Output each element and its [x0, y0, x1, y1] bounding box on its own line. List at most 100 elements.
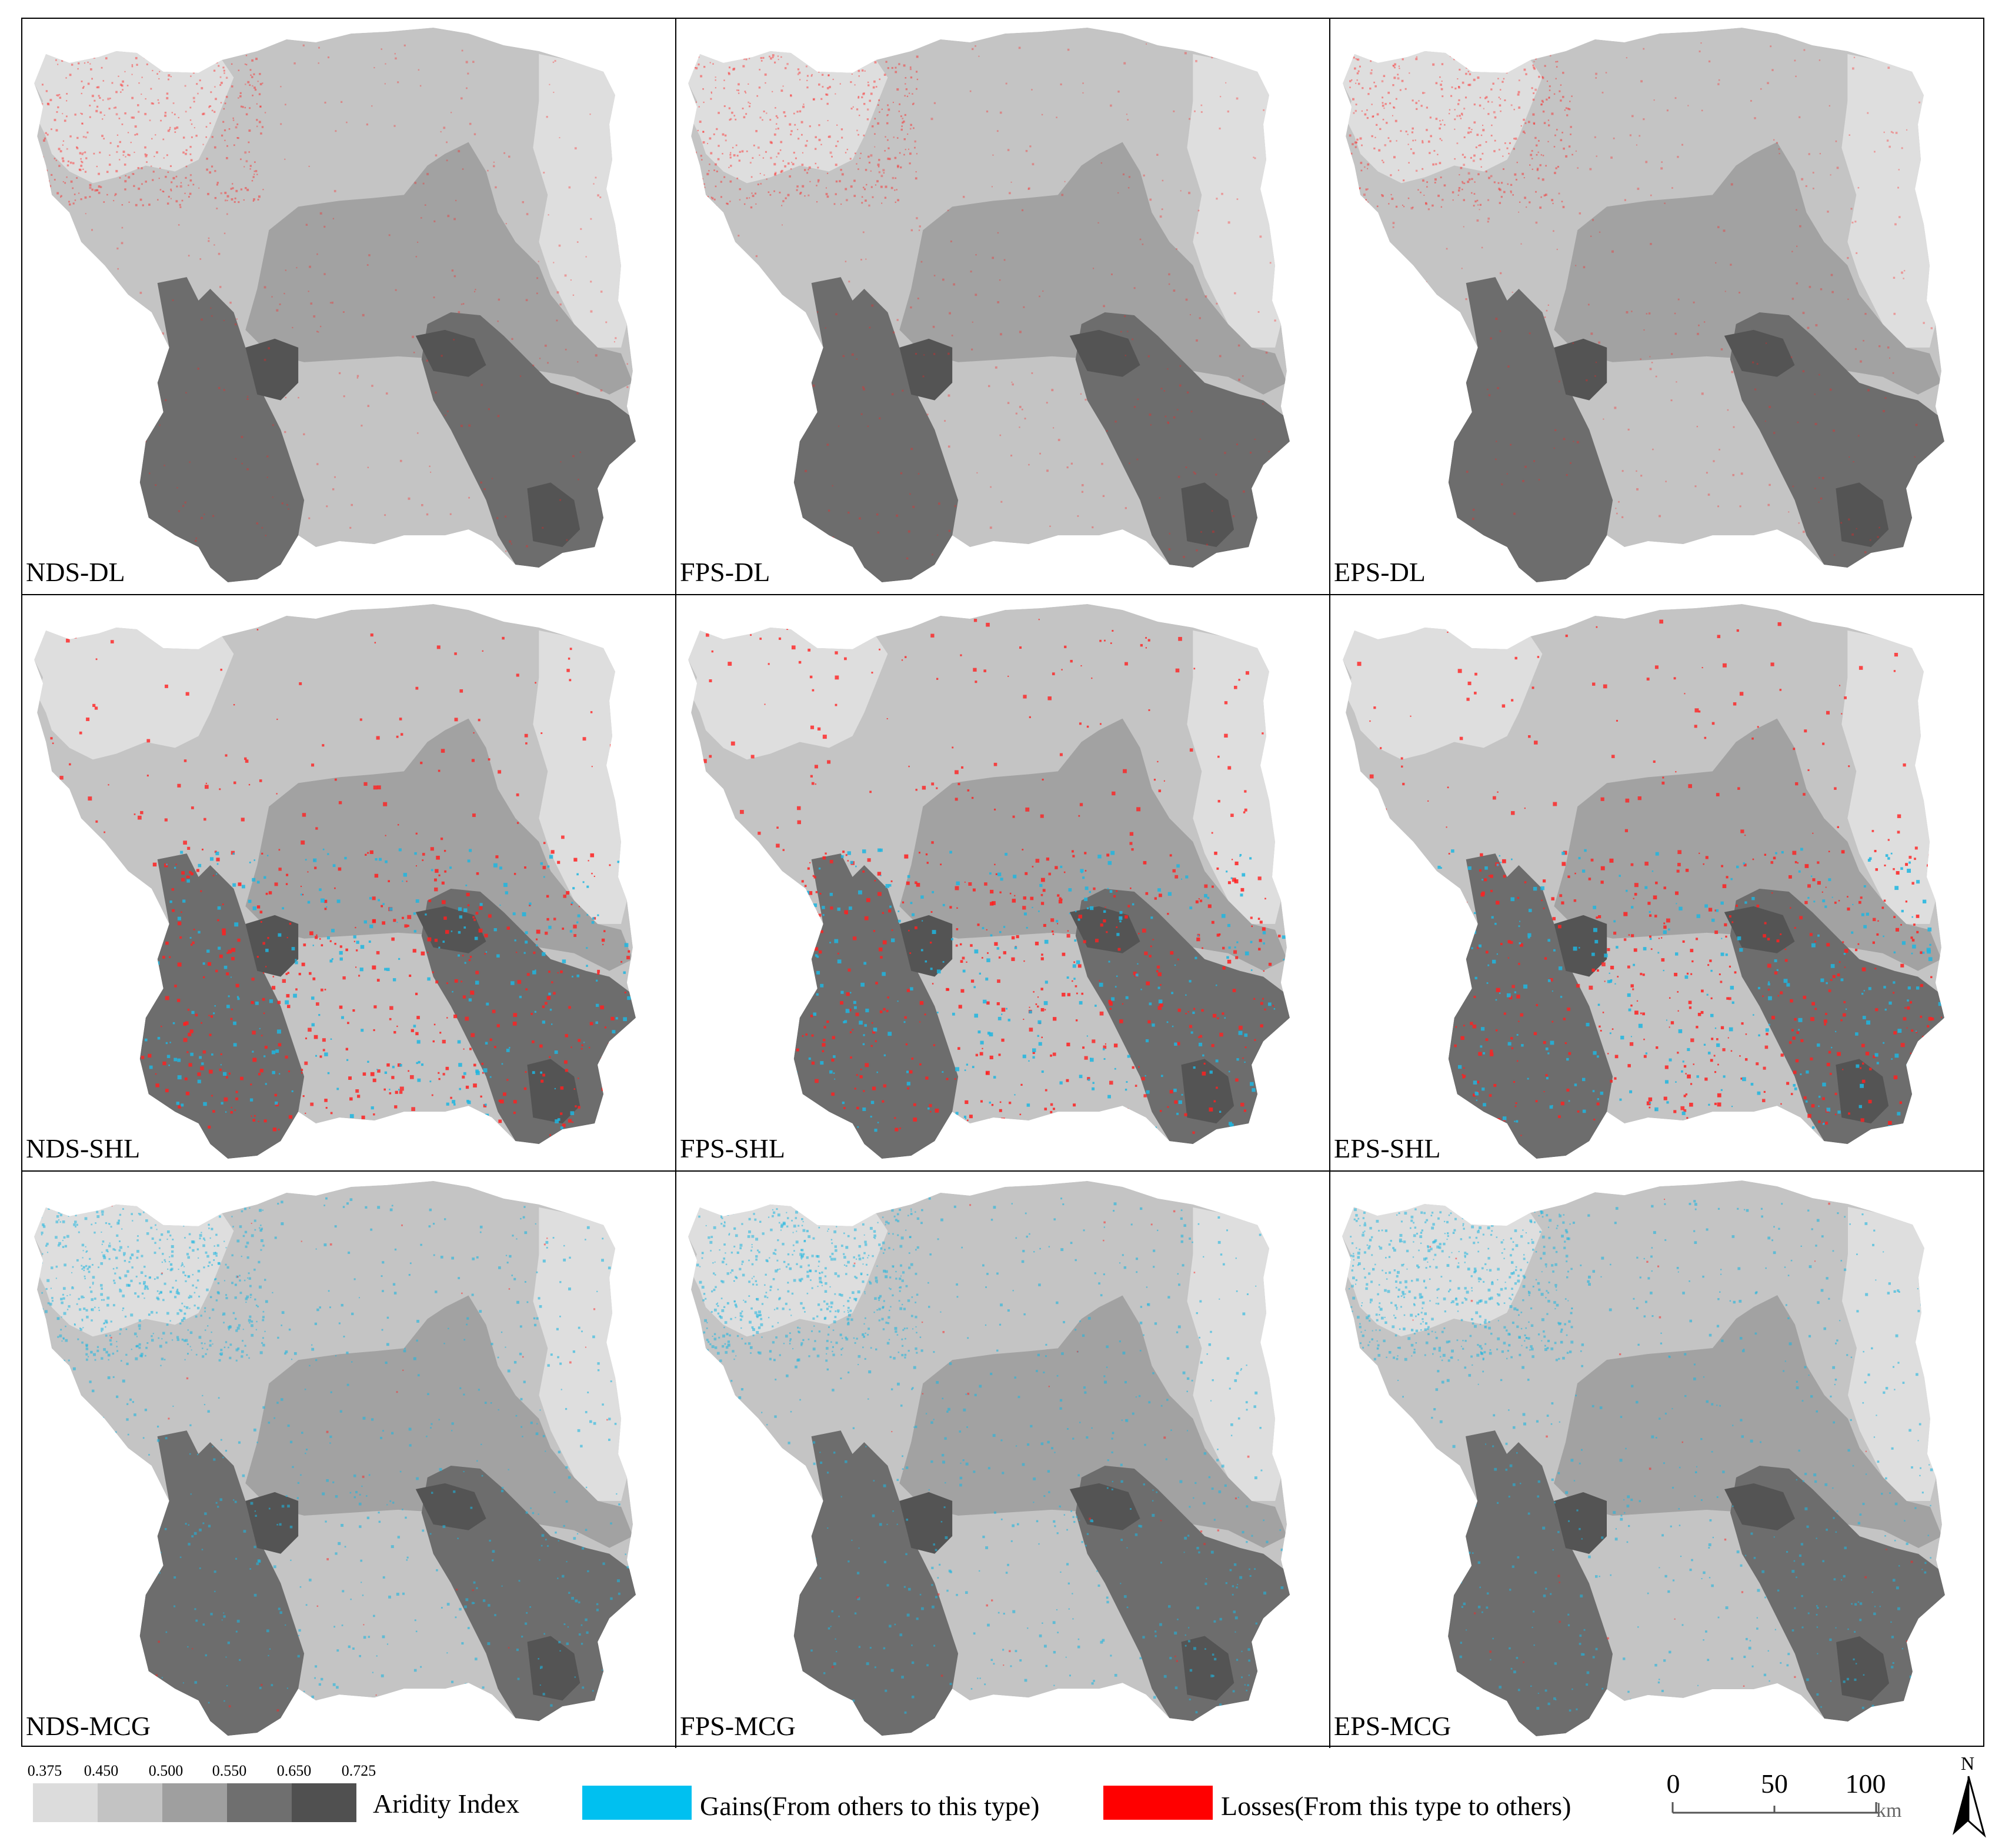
change-pixel [1559, 894, 1563, 898]
change-pixel [1901, 271, 1903, 274]
change-pixel [1520, 1135, 1522, 1136]
change-pixel [1426, 281, 1427, 283]
change-pixel [1007, 149, 1010, 151]
change-pixel [850, 108, 853, 110]
change-pixel [1015, 412, 1017, 415]
change-pixel [1804, 900, 1808, 905]
change-pixel [1112, 791, 1116, 796]
change-pixel [1533, 92, 1535, 94]
change-pixel [42, 924, 45, 928]
change-pixel [770, 1005, 775, 1009]
change-pixel [1123, 62, 1126, 65]
change-pixel [450, 1096, 452, 1099]
change-pixel [1232, 878, 1236, 882]
change-pixel [472, 916, 475, 919]
change-pixel [215, 969, 218, 973]
change-pixel [955, 886, 959, 890]
change-pixel [1499, 330, 1501, 332]
change-pixel [310, 302, 313, 305]
change-pixel [177, 783, 181, 788]
change-pixel [595, 1021, 598, 1024]
change-pixel [152, 69, 154, 72]
change-pixel [372, 919, 376, 923]
change-pixel [371, 105, 373, 107]
change-pixel [1574, 1083, 1577, 1086]
change-pixel [723, 812, 725, 814]
change-pixel [1211, 885, 1214, 888]
change-pixel [1138, 933, 1140, 935]
change-pixel [586, 914, 589, 916]
change-pixel [569, 930, 573, 933]
change-pixel [246, 398, 249, 400]
change-pixel [346, 1059, 349, 1061]
change-pixel [728, 72, 730, 75]
change-pixel [999, 931, 1002, 933]
change-pixel [915, 171, 917, 173]
change-pixel [770, 360, 773, 362]
change-pixel [1113, 1043, 1118, 1048]
change-pixel [812, 689, 815, 692]
change-pixel [1863, 339, 1864, 342]
change-pixel [1897, 814, 1901, 818]
change-pixel [1807, 884, 1811, 888]
change-pixel [1533, 460, 1536, 462]
change-pixel [798, 138, 800, 140]
change-pixel [187, 846, 191, 850]
change-pixel [62, 140, 65, 142]
change-pixel [1230, 813, 1234, 818]
change-pixel [1705, 856, 1709, 859]
change-pixel [1654, 665, 1659, 669]
change-pixel [1439, 120, 1441, 122]
change-pixel [1162, 179, 1164, 182]
change-pixel [1103, 919, 1106, 923]
change-pixel [935, 1108, 939, 1113]
change-pixel [1558, 381, 1560, 382]
change-pixel [54, 179, 56, 181]
change-pixel [415, 686, 419, 690]
change-pixel [1788, 511, 1790, 513]
change-pixel [374, 873, 379, 878]
change-pixel [1259, 920, 1263, 924]
change-pixel [1771, 69, 1774, 71]
change-pixel [1178, 636, 1182, 641]
change-pixel [1570, 126, 1572, 128]
change-pixel [329, 959, 333, 963]
change-pixel [965, 1118, 967, 1119]
change-pixel [573, 858, 578, 862]
change-pixel [128, 176, 131, 179]
change-pixel [997, 979, 1000, 983]
change-pixel [76, 177, 78, 179]
change-pixel [1669, 997, 1671, 999]
change-pixel [1891, 1058, 1893, 1060]
change-pixel [1412, 99, 1414, 102]
change-pixel [1382, 195, 1384, 197]
change-pixel [1659, 515, 1661, 518]
change-pixel [776, 116, 779, 119]
change-pixel [311, 1023, 315, 1027]
change-pixel [1275, 201, 1277, 202]
change-pixel [1766, 1032, 1769, 1036]
change-pixel [858, 890, 862, 895]
change-pixel [822, 1043, 826, 1047]
change-pixel [175, 863, 177, 865]
change-pixel [1853, 56, 1856, 58]
change-pixel [1510, 184, 1513, 186]
change-pixel [1482, 152, 1484, 155]
change-pixel [339, 950, 343, 955]
change-pixel [288, 1115, 292, 1119]
change-pixel [889, 905, 892, 908]
change-pixel [1386, 821, 1387, 823]
change-pixel [1760, 88, 1762, 90]
change-pixel [1108, 999, 1112, 1004]
change-pixel [140, 352, 142, 354]
change-pixel [1041, 1070, 1044, 1073]
change-pixel [216, 182, 219, 184]
change-pixel [1928, 1017, 1933, 1021]
change-pixel [1480, 134, 1483, 136]
change-pixel [1848, 518, 1850, 521]
change-pixel [462, 1075, 465, 1079]
change-pixel [1553, 447, 1555, 449]
change-pixel [1169, 854, 1172, 857]
change-pixel [76, 146, 78, 148]
change-pixel [1857, 186, 1860, 189]
